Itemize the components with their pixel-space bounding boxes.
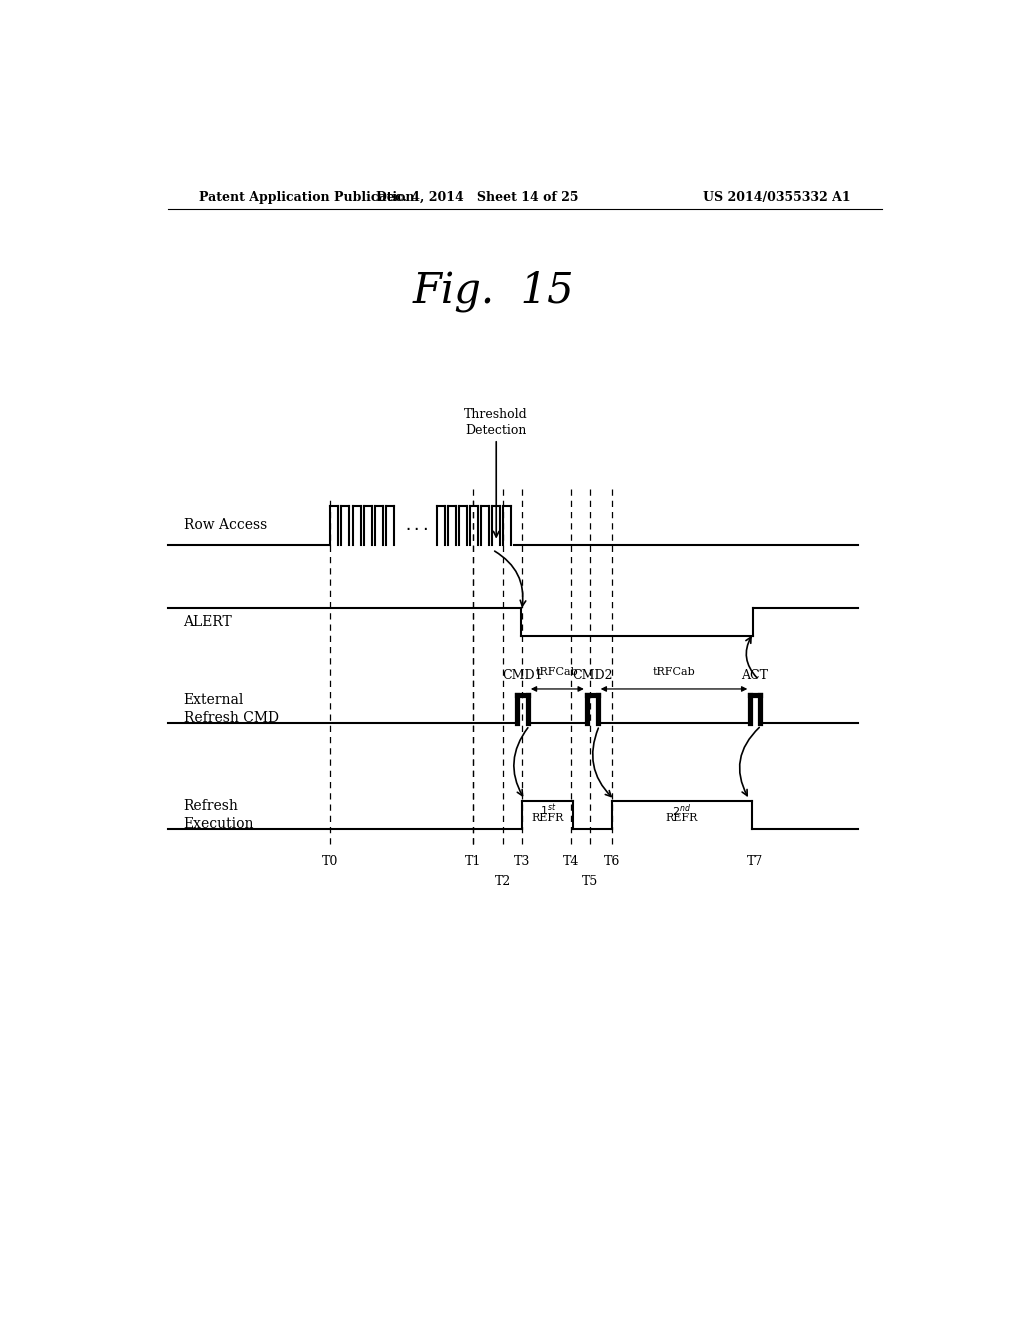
Text: External
Refresh CMD: External Refresh CMD [183, 693, 279, 725]
Text: T5: T5 [582, 875, 598, 888]
Text: T6: T6 [604, 854, 621, 867]
Text: REFR: REFR [666, 813, 698, 822]
Text: T1: T1 [465, 854, 481, 867]
Text: ACT: ACT [741, 669, 768, 682]
Text: CMD2: CMD2 [572, 669, 612, 682]
Text: Fig.  15: Fig. 15 [413, 269, 573, 312]
Text: T4: T4 [562, 854, 579, 867]
Text: ALERT: ALERT [183, 615, 232, 628]
Text: US 2014/0355332 A1: US 2014/0355332 A1 [702, 190, 850, 203]
Text: $2^{nd}$: $2^{nd}$ [673, 803, 691, 820]
Text: T3: T3 [514, 854, 530, 867]
Text: Row Access: Row Access [183, 519, 267, 532]
Text: T0: T0 [323, 854, 339, 867]
Text: REFR: REFR [531, 813, 564, 822]
Text: CMD1: CMD1 [502, 669, 543, 682]
Text: Refresh
Execution: Refresh Execution [183, 799, 254, 832]
Text: T2: T2 [495, 875, 511, 888]
Text: tRFCab: tRFCab [536, 667, 579, 677]
Text: Threshold
Detection: Threshold Detection [464, 408, 528, 437]
Text: Dec. 4, 2014   Sheet 14 of 25: Dec. 4, 2014 Sheet 14 of 25 [376, 190, 579, 203]
Text: tRFCab: tRFCab [652, 667, 695, 677]
Text: ...: ... [403, 517, 430, 533]
Text: T7: T7 [746, 854, 763, 867]
Text: Patent Application Publication: Patent Application Publication [200, 190, 415, 203]
Text: $1^{st}$: $1^{st}$ [540, 803, 556, 818]
